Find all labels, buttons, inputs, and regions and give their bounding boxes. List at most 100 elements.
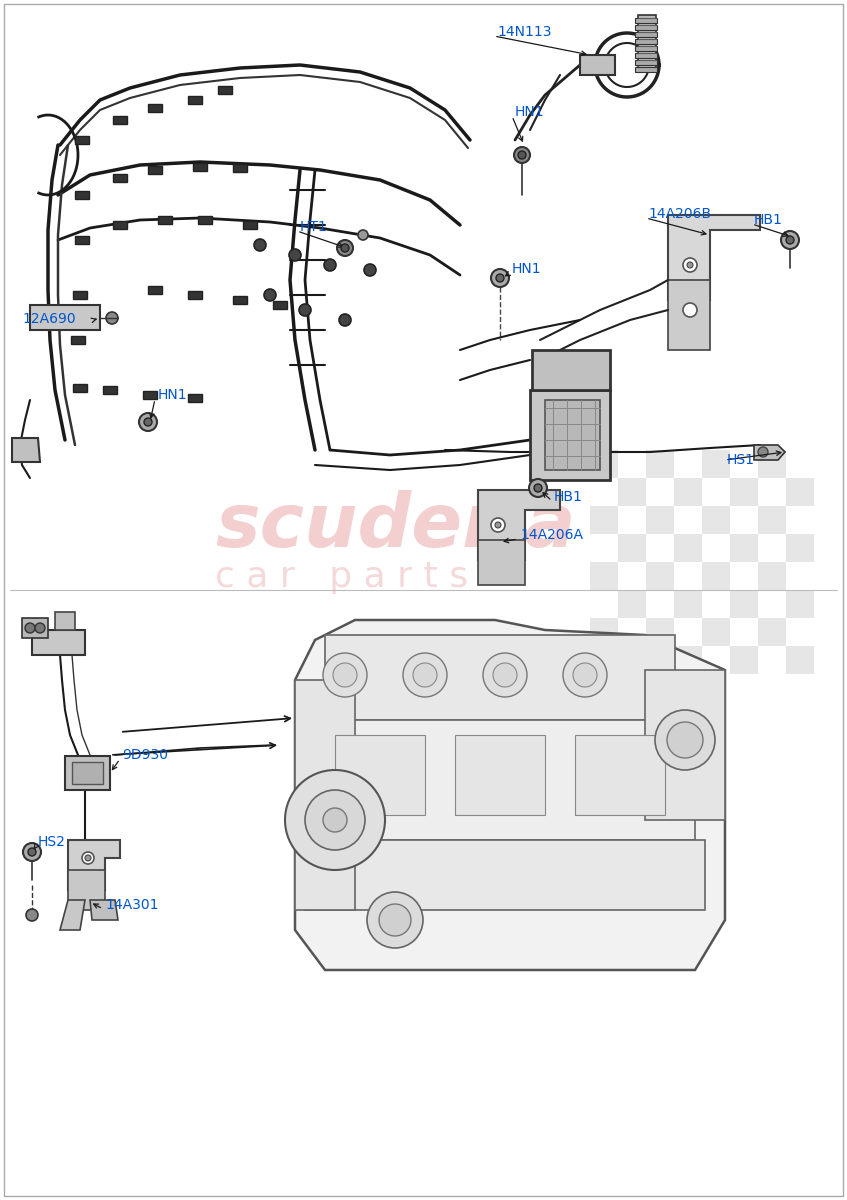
Polygon shape: [12, 438, 40, 462]
Circle shape: [106, 312, 118, 324]
Bar: [646, 618, 674, 646]
Bar: [143, 391, 157, 398]
Bar: [188, 394, 202, 402]
Bar: [75, 236, 89, 244]
Bar: [75, 136, 89, 144]
Bar: [702, 562, 730, 590]
Polygon shape: [22, 618, 48, 638]
Circle shape: [337, 240, 353, 256]
Circle shape: [667, 722, 703, 758]
Circle shape: [341, 244, 349, 252]
Polygon shape: [68, 870, 105, 910]
Bar: [113, 116, 127, 124]
Polygon shape: [295, 680, 355, 910]
Text: 14A206B: 14A206B: [648, 206, 711, 221]
Bar: [674, 534, 702, 562]
Bar: [75, 191, 89, 199]
Text: 12A690: 12A690: [22, 312, 75, 326]
Bar: [148, 286, 162, 294]
Bar: [635, 25, 657, 30]
Bar: [702, 450, 730, 478]
Bar: [590, 618, 618, 646]
Text: HB1: HB1: [554, 490, 583, 504]
Bar: [758, 506, 786, 534]
Polygon shape: [532, 350, 610, 390]
Circle shape: [683, 302, 697, 317]
Polygon shape: [90, 900, 118, 920]
Bar: [590, 506, 618, 534]
Bar: [674, 590, 702, 618]
Bar: [786, 646, 814, 674]
Circle shape: [483, 653, 527, 697]
Bar: [646, 506, 674, 534]
Bar: [730, 590, 758, 618]
Circle shape: [403, 653, 447, 697]
Circle shape: [144, 418, 152, 426]
Bar: [188, 96, 202, 104]
Text: HS2: HS2: [38, 835, 66, 850]
Bar: [635, 53, 657, 58]
Circle shape: [364, 264, 376, 276]
Bar: [455, 734, 545, 815]
Bar: [758, 450, 786, 478]
Polygon shape: [545, 400, 600, 470]
Bar: [218, 86, 232, 94]
Bar: [618, 478, 646, 506]
Bar: [233, 296, 247, 304]
Polygon shape: [645, 670, 725, 820]
Text: HB1: HB1: [754, 214, 783, 227]
Circle shape: [758, 446, 768, 457]
Bar: [646, 450, 674, 478]
Bar: [73, 384, 87, 392]
Bar: [646, 562, 674, 590]
Circle shape: [254, 239, 266, 251]
Circle shape: [518, 151, 526, 158]
Polygon shape: [478, 490, 560, 560]
Bar: [638, 14, 656, 70]
Bar: [674, 646, 702, 674]
Circle shape: [323, 653, 367, 697]
Circle shape: [491, 518, 505, 532]
Bar: [635, 60, 657, 65]
Text: HN1: HN1: [512, 262, 541, 276]
Bar: [193, 163, 207, 170]
Circle shape: [339, 314, 351, 326]
Bar: [590, 562, 618, 590]
Circle shape: [35, 623, 45, 634]
Bar: [635, 38, 657, 44]
Polygon shape: [530, 390, 610, 480]
Text: 14A301: 14A301: [105, 898, 158, 912]
Circle shape: [496, 274, 504, 282]
Circle shape: [491, 269, 509, 287]
Circle shape: [655, 710, 715, 770]
Circle shape: [786, 236, 794, 244]
Circle shape: [285, 770, 385, 870]
Text: HS1: HS1: [727, 452, 755, 467]
Bar: [158, 216, 172, 224]
Bar: [335, 734, 425, 815]
Polygon shape: [65, 756, 110, 790]
Bar: [618, 646, 646, 674]
Bar: [758, 562, 786, 590]
Polygon shape: [72, 762, 103, 784]
Circle shape: [23, 842, 41, 862]
Text: HN1: HN1: [158, 388, 188, 402]
Circle shape: [264, 289, 276, 301]
Bar: [702, 618, 730, 646]
Circle shape: [379, 904, 411, 936]
Bar: [786, 478, 814, 506]
Bar: [103, 386, 117, 394]
Circle shape: [493, 662, 517, 686]
Bar: [273, 301, 287, 308]
Bar: [148, 104, 162, 112]
Circle shape: [529, 479, 547, 497]
Bar: [71, 336, 85, 344]
Circle shape: [85, 854, 91, 862]
Circle shape: [534, 484, 542, 492]
Text: c a r   p a r t s: c a r p a r t s: [215, 560, 468, 594]
Bar: [590, 450, 618, 478]
Bar: [635, 46, 657, 50]
Circle shape: [495, 522, 501, 528]
Circle shape: [299, 304, 311, 316]
Bar: [113, 174, 127, 182]
